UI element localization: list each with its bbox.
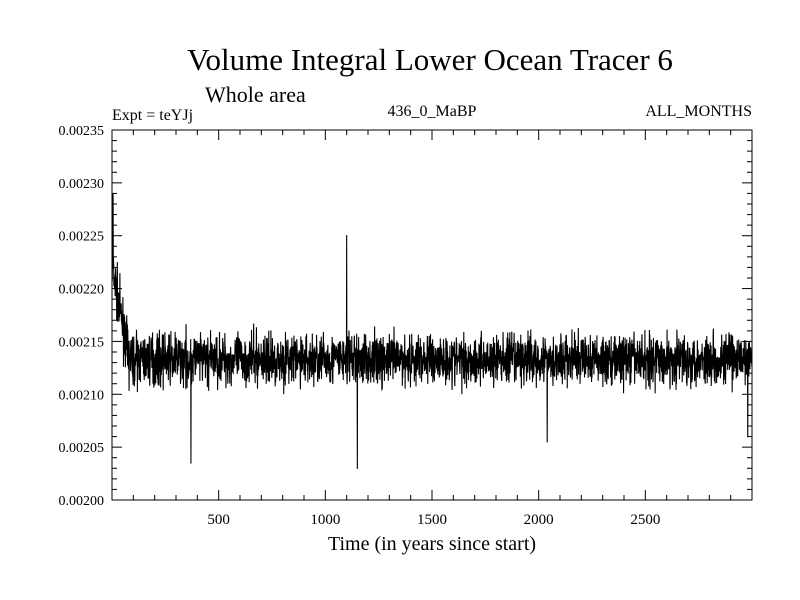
x-tick-label: 1000: [310, 512, 340, 528]
y-tick-label: 0.00205: [59, 441, 105, 456]
y-tick-label: 0.00225: [59, 230, 105, 245]
plot-frame: [111, 129, 753, 501]
extreme-point: [190, 462, 192, 464]
months-label: ALL_MONTHS: [645, 103, 752, 120]
y-tick-label: 0.00235: [59, 124, 105, 139]
period-label: 436_0_MaBP: [388, 103, 477, 120]
y-tick-label: 0.00215: [59, 335, 105, 350]
x-tick-label: 2500: [630, 512, 660, 528]
y-tick-label: 0.00230: [59, 177, 105, 192]
x-tick-label: 2000: [524, 512, 554, 528]
y-tick-label: 0.00220: [59, 283, 105, 298]
y-tick-label: 0.00210: [59, 388, 105, 403]
chart-subtitle: Whole area: [205, 82, 306, 107]
ticks-layer: 0.00200 0.00205 0.00210 0.00215 0.00220 0.002…: [59, 124, 752, 528]
chart-title: Volume Integral Lower Ocean Tracer 6: [187, 42, 673, 77]
x-tick-label: 500: [207, 512, 230, 528]
extreme-point: [356, 467, 358, 469]
series-line: [111, 193, 753, 469]
extreme-point: [346, 235, 348, 237]
x-axis-label: Time (in years since start): [328, 533, 536, 555]
experiment-label: Expt = teYJj: [112, 107, 193, 124]
series-layer: [111, 192, 753, 469]
y-tick-label: 0.00200: [59, 494, 105, 509]
x-tick-label: 1500: [417, 512, 447, 528]
extreme-point: [546, 441, 548, 443]
